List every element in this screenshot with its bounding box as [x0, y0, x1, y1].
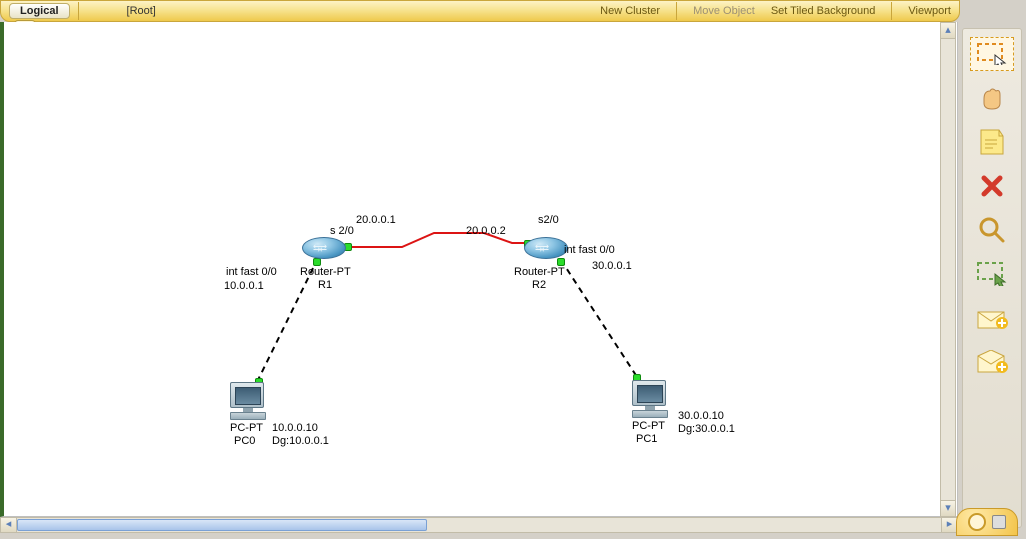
device-label: Router-PT: [514, 266, 565, 278]
logical-workspace-canvas[interactable]: PC-PTPC010.0.0.10Dg:10.0.0.1⇆⇄Router-PTR…: [0, 22, 958, 517]
place-note-tool[interactable]: [970, 125, 1014, 159]
add-simple-pdu-tool[interactable]: [970, 301, 1014, 335]
device-label: Router-PT: [300, 266, 351, 278]
logical-view-tab[interactable]: Logical: [9, 3, 70, 19]
horizontal-scrollbar[interactable]: ◂ ▸: [0, 517, 958, 533]
resize-shape-tool[interactable]: [970, 257, 1014, 291]
toolbar-divider: [891, 2, 892, 20]
link-r2-pc1[interactable]: [561, 260, 639, 380]
clock-icon: [968, 513, 986, 531]
device-label: PC1: [636, 433, 657, 445]
select-tool[interactable]: [970, 37, 1014, 71]
move-layout-tool[interactable]: [970, 81, 1014, 115]
vertical-scrollbar[interactable]: ▴ ▾: [940, 22, 956, 517]
router-device-r1[interactable]: ⇆⇄: [302, 237, 346, 261]
device-label: s2/0: [538, 214, 559, 226]
realtime-mode-badge[interactable]: [956, 508, 1018, 536]
scroll-up-arrow-icon[interactable]: ▴: [941, 23, 955, 39]
add-complex-pdu-tool[interactable]: [970, 345, 1014, 379]
device-label: 20.0.0.1: [356, 214, 396, 226]
right-tools-palette: [962, 28, 1022, 528]
device-label: PC-PT: [632, 420, 665, 432]
power-cycle-icon: [992, 515, 1006, 529]
viewport-button[interactable]: Viewport: [900, 3, 959, 19]
device-label: R1: [318, 279, 332, 291]
new-cluster-button[interactable]: New Cluster: [592, 3, 668, 19]
device-label: PC-PT: [230, 422, 263, 434]
move-object-button[interactable]: Move Object: [685, 3, 763, 19]
device-label: 20.0.0.2: [466, 225, 506, 237]
device-label: int fast 0/0: [226, 266, 277, 278]
device-label: 10.0.0.10: [272, 422, 318, 434]
scroll-right-arrow-icon[interactable]: ▸: [941, 518, 957, 532]
device-label: s 2/0: [330, 225, 354, 237]
link-pc0-r1[interactable]: [257, 260, 317, 382]
workspace-top-toolbar: Logical [Root] New Cluster Move Object S…: [0, 0, 960, 22]
router-device-r2[interactable]: ⇆⇄: [524, 237, 568, 261]
inspect-tool[interactable]: [970, 213, 1014, 247]
toolbar-divider: [78, 2, 79, 20]
device-label: 30.0.0.1: [592, 260, 632, 272]
device-label: 10.0.0.1: [224, 280, 264, 292]
device-label: PC0: [234, 435, 255, 447]
set-background-button[interactable]: Set Tiled Background: [763, 3, 884, 19]
links-layer: [4, 22, 962, 517]
horizontal-scrollbar-thumb[interactable]: [17, 519, 427, 531]
device-label: int fast 0/0: [564, 244, 615, 256]
scroll-left-arrow-icon[interactable]: ◂: [1, 518, 17, 532]
device-label: R2: [532, 279, 546, 291]
pc-device-pc1[interactable]: [632, 380, 668, 418]
device-label: Dg:10.0.0.1: [272, 435, 329, 447]
device-label: Dg:30.0.0.1: [678, 423, 735, 435]
root-breadcrumb[interactable]: [Root]: [127, 5, 156, 17]
device-label: 30.0.0.10: [678, 410, 724, 422]
pc-device-pc0[interactable]: [230, 382, 266, 420]
delete-tool[interactable]: [970, 169, 1014, 203]
toolbar-divider: [676, 2, 677, 20]
scroll-down-arrow-icon[interactable]: ▾: [941, 500, 955, 516]
